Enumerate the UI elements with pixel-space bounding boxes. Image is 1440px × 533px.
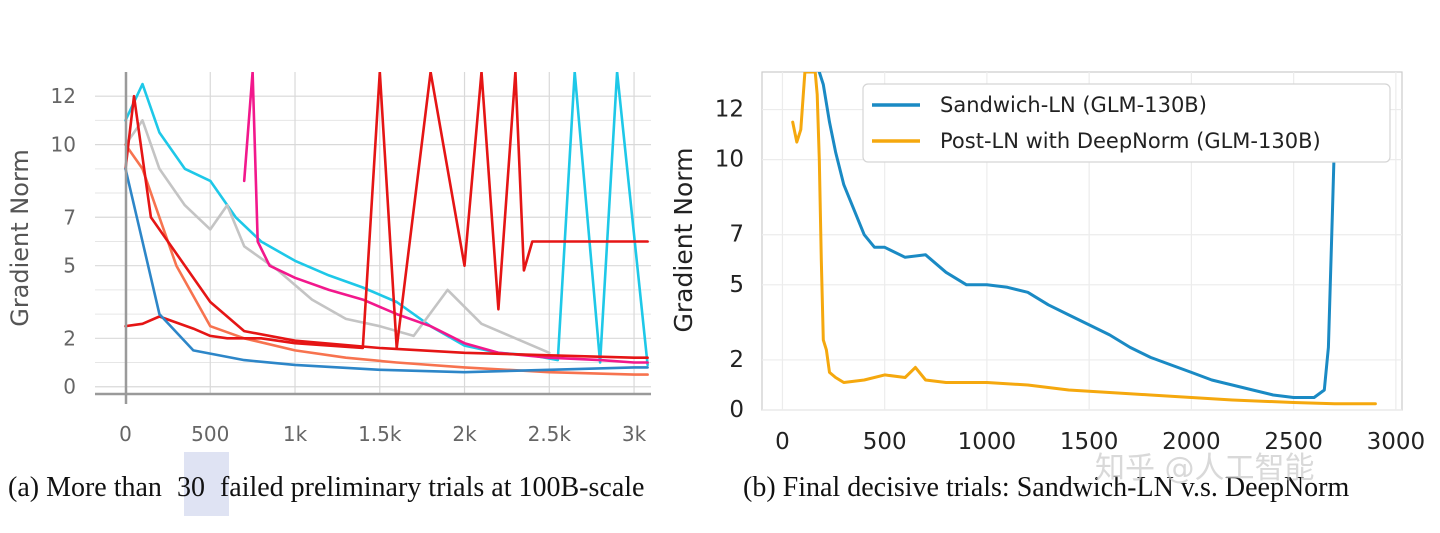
y-tick-label: 0 (729, 397, 744, 423)
y-tick-label: 5 (63, 254, 76, 278)
y-tick-label: 5 (729, 272, 744, 298)
caption-a-count: 30 (177, 472, 205, 503)
series-line-trial-red-2 (124, 94, 649, 360)
x-tick-label: 3000 (1367, 429, 1426, 455)
legend-label-post-ln-deepnorm: Post-LN with DeepNorm (GLM-130B) (940, 129, 1321, 153)
x-tick-label: 2k (452, 422, 477, 446)
series-line-sandwich-ln-glm-130b (817, 72, 1336, 399)
x-tick-label: 3k (622, 422, 647, 446)
series-line-trial-cyan (124, 72, 649, 367)
y-tick-label: 10 (51, 133, 76, 157)
x-tick-label: 1k (283, 422, 308, 446)
y-tick-label: 12 (715, 97, 744, 123)
caption-a-prefix: (a) More than (8, 472, 162, 503)
panel-b-series-group (791, 72, 1377, 406)
x-tick-label: 0 (775, 429, 790, 455)
panel-a-tick-labels: 0 2 5 7 10 12 0 500 1k 1.5k 2k 2.5k 3k (51, 84, 647, 446)
legend-box (862, 83, 1391, 163)
y-tick-label: 12 (51, 84, 76, 108)
panel-a-y-axis-label: Gradient Norm (6, 149, 34, 327)
panel-b-y-axis-label: Gradient Norm (669, 148, 698, 333)
y-tick-label: 2 (63, 326, 76, 350)
y-tick-label: 2 (729, 347, 744, 373)
panel-a-series-group (124, 72, 649, 376)
watermark: 知乎 @人工智能 (1095, 451, 1315, 486)
y-tick-label: 10 (715, 147, 744, 173)
caption-highlight (184, 452, 229, 516)
series-line-trial-blue (124, 167, 649, 374)
series-line-trial-grey (124, 119, 551, 355)
panel-b-tick-labels: 0 2 5 7 10 12 0 500 1000 1500 2000 2500 3000 (715, 97, 1425, 455)
caption-b: (b) Final decisive trials: Sandwich-LN v… (743, 472, 1349, 503)
series-line-trial-salmon (124, 143, 649, 376)
x-tick-label: 1.5k (358, 422, 402, 446)
legend-label-sandwich-ln: Sandwich-LN (GLM-130B) (940, 93, 1207, 117)
caption-a-suffix: failed preliminary trials at 100B-scale (220, 472, 645, 503)
y-tick-label: 0 (63, 375, 76, 399)
panel-b-chart: 0 2 5 7 10 12 0 500 1000 1500 2000 2500 3000 Gradien… (669, 71, 1425, 455)
x-tick-label: 500 (863, 429, 907, 455)
panel-b-legend: Sandwich-LN (GLM-130B) Post-LN with Deep… (862, 83, 1391, 163)
panel-a-chart: 0 2 5 7 10 12 0 500 1k 1.5k 2k 2.5k 3k Gradient Norm (6, 72, 651, 446)
x-tick-label: 2500 (1264, 429, 1323, 455)
series-line-post-ln-with-deepnorm-glm-130b (791, 72, 1377, 406)
caption-a: (a) More than 30 failed preliminary tria… (8, 472, 644, 503)
x-tick-label: 0 (119, 422, 132, 446)
x-tick-label: 2.5k (528, 422, 572, 446)
y-tick-label: 7 (729, 222, 744, 248)
x-tick-label: 2000 (1162, 429, 1221, 455)
series-line-trial-pink (242, 72, 649, 364)
x-tick-label: 1000 (958, 429, 1017, 455)
y-tick-label: 7 (63, 205, 76, 229)
x-tick-label: 1500 (1060, 429, 1119, 455)
series-line-trial-red (124, 72, 649, 350)
x-tick-label: 500 (191, 422, 229, 446)
